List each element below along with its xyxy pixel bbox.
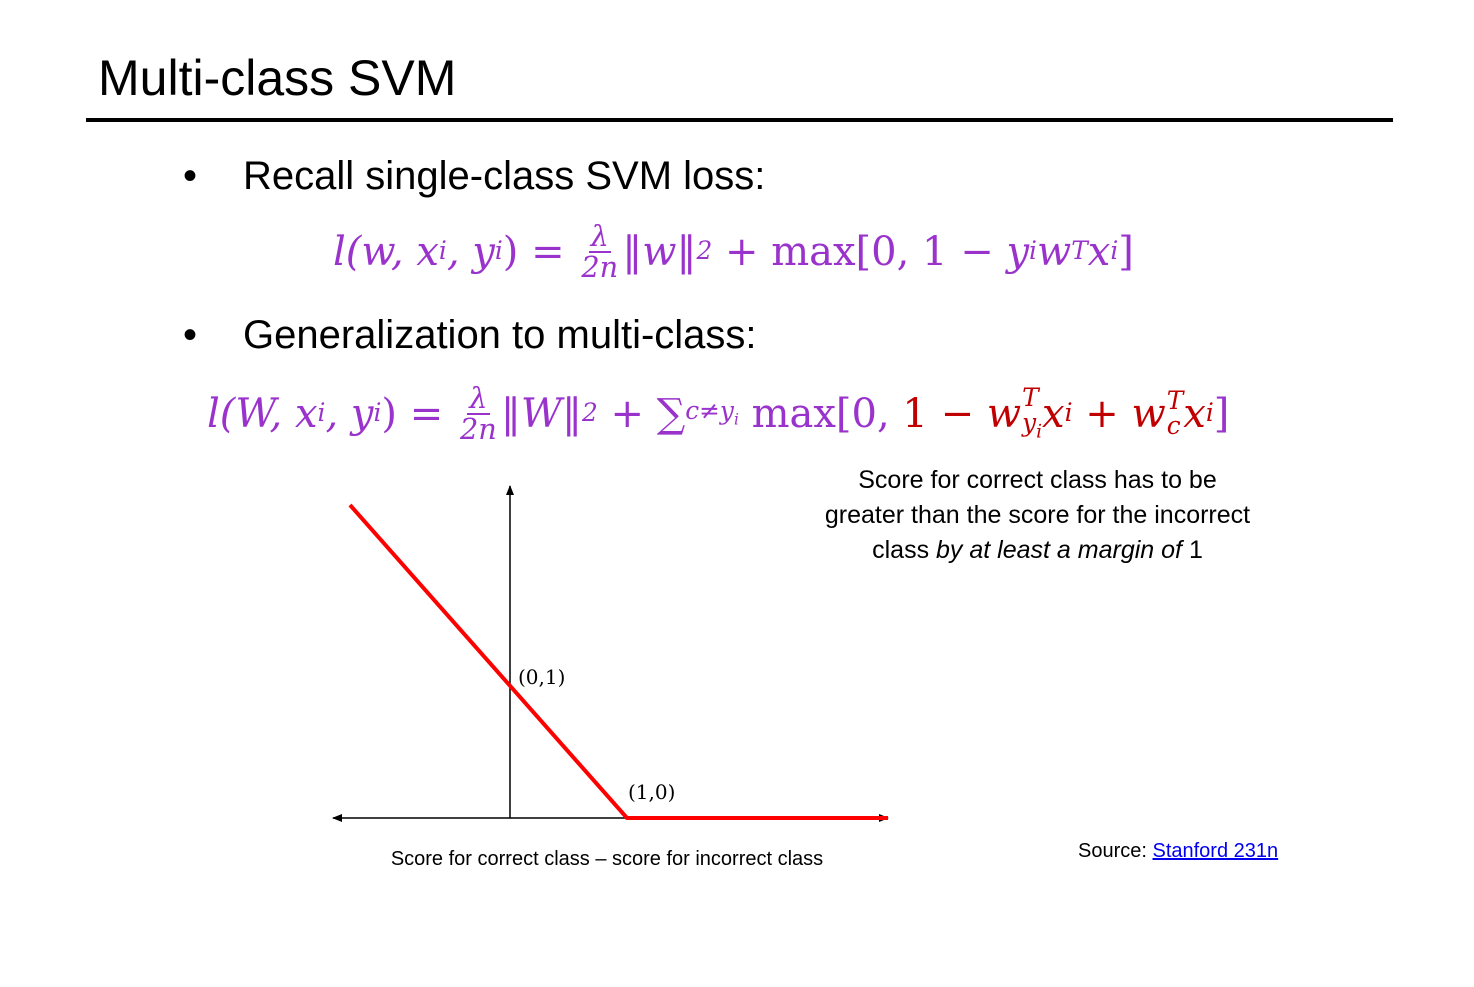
formula-part: +	[1072, 390, 1132, 437]
formula-sub: i	[1064, 398, 1073, 428]
formula-part: , y	[446, 228, 495, 275]
note-text: 1	[1182, 536, 1203, 564]
formula-sub: i	[494, 236, 503, 266]
bullet-text: Generalization to multi-class:	[243, 313, 757, 357]
formula-part: + ∑	[597, 390, 686, 437]
formula-part: max[0,	[738, 390, 903, 437]
formula-sub: i	[373, 398, 382, 428]
formula-sup: T	[1166, 385, 1184, 415]
source-label: Source:	[1078, 840, 1153, 862]
formula-sub: i	[1029, 236, 1037, 266]
formula-sub: i	[1205, 398, 1214, 428]
bullet-dot: •	[183, 154, 198, 198]
formula-part: l(W, x	[207, 390, 318, 437]
formula-part: ]	[1118, 228, 1134, 275]
note-line: Score for correct class has to be	[858, 466, 1217, 494]
formula-sub: i	[438, 236, 447, 266]
fraction: λ 2n	[581, 222, 618, 282]
x-axis-label: Score for correct class – score for inco…	[391, 848, 823, 870]
formula-part: , y	[325, 390, 374, 437]
formula-part: ) =	[502, 228, 578, 275]
formula-part: x	[1042, 390, 1065, 437]
formula-part: ‖w‖	[622, 228, 697, 275]
formula-sup: T	[1022, 382, 1039, 412]
formula-sup: 2	[696, 236, 713, 266]
formula-sub: c	[1166, 410, 1181, 440]
formula-part: 1 −	[902, 390, 987, 437]
fraction: λ 2n	[460, 384, 497, 444]
hinge-loss-line	[348, 503, 888, 820]
denominator: 2n	[459, 411, 497, 446]
slide-title: Multi-class SVM	[98, 50, 457, 106]
formula-part: w	[1036, 228, 1072, 275]
formula-sub: yi	[1022, 407, 1043, 443]
formula-sup: T	[1071, 236, 1088, 266]
formula-part: y	[1006, 228, 1030, 275]
formula-part: ‖W‖	[500, 390, 582, 437]
bullet-dot: •	[183, 313, 198, 357]
formula-subsub: i	[1036, 421, 1043, 443]
numerator: λ	[467, 381, 490, 415]
point-label: (0,1)	[518, 665, 565, 689]
numerator: λ	[588, 219, 611, 253]
formula-part: ) =	[381, 390, 456, 437]
formula-subsub: i	[733, 410, 739, 429]
formula-sup: 2	[581, 398, 598, 428]
denominator: 2n	[581, 249, 619, 284]
formula-part: x	[1183, 390, 1206, 437]
source-link[interactable]: Stanford 231n	[1152, 840, 1279, 862]
formula-part: ]	[1213, 390, 1230, 437]
formula-part: + max[0, 1 −	[712, 228, 1007, 275]
formula-sub: c≠y	[685, 396, 734, 426]
point-label: (1,0)	[628, 780, 675, 804]
formula-part: w	[1131, 390, 1166, 437]
note-emphasis: by at least a margin of	[936, 536, 1182, 564]
bullet-text: Recall single-class SVM loss:	[243, 154, 766, 198]
note-line: greater than the score for the incorrect	[824, 501, 1251, 529]
formula-part: l(w, x	[333, 228, 439, 275]
formula-sub: c≠yi	[685, 399, 739, 428]
formula-part: w	[986, 390, 1022, 437]
formula-part: x	[1087, 228, 1111, 275]
note: Score for correct class has to be greate…	[760, 463, 1315, 568]
note-text: class	[872, 536, 937, 564]
formula-sub: i	[1110, 236, 1119, 266]
formula-sub: i	[317, 398, 326, 428]
formula-sub: y	[1022, 407, 1037, 437]
source: Source: Stanford 231n	[1078, 840, 1278, 863]
title-rule	[86, 118, 1393, 122]
note-line: class by at least a margin of 1	[760, 533, 1315, 568]
